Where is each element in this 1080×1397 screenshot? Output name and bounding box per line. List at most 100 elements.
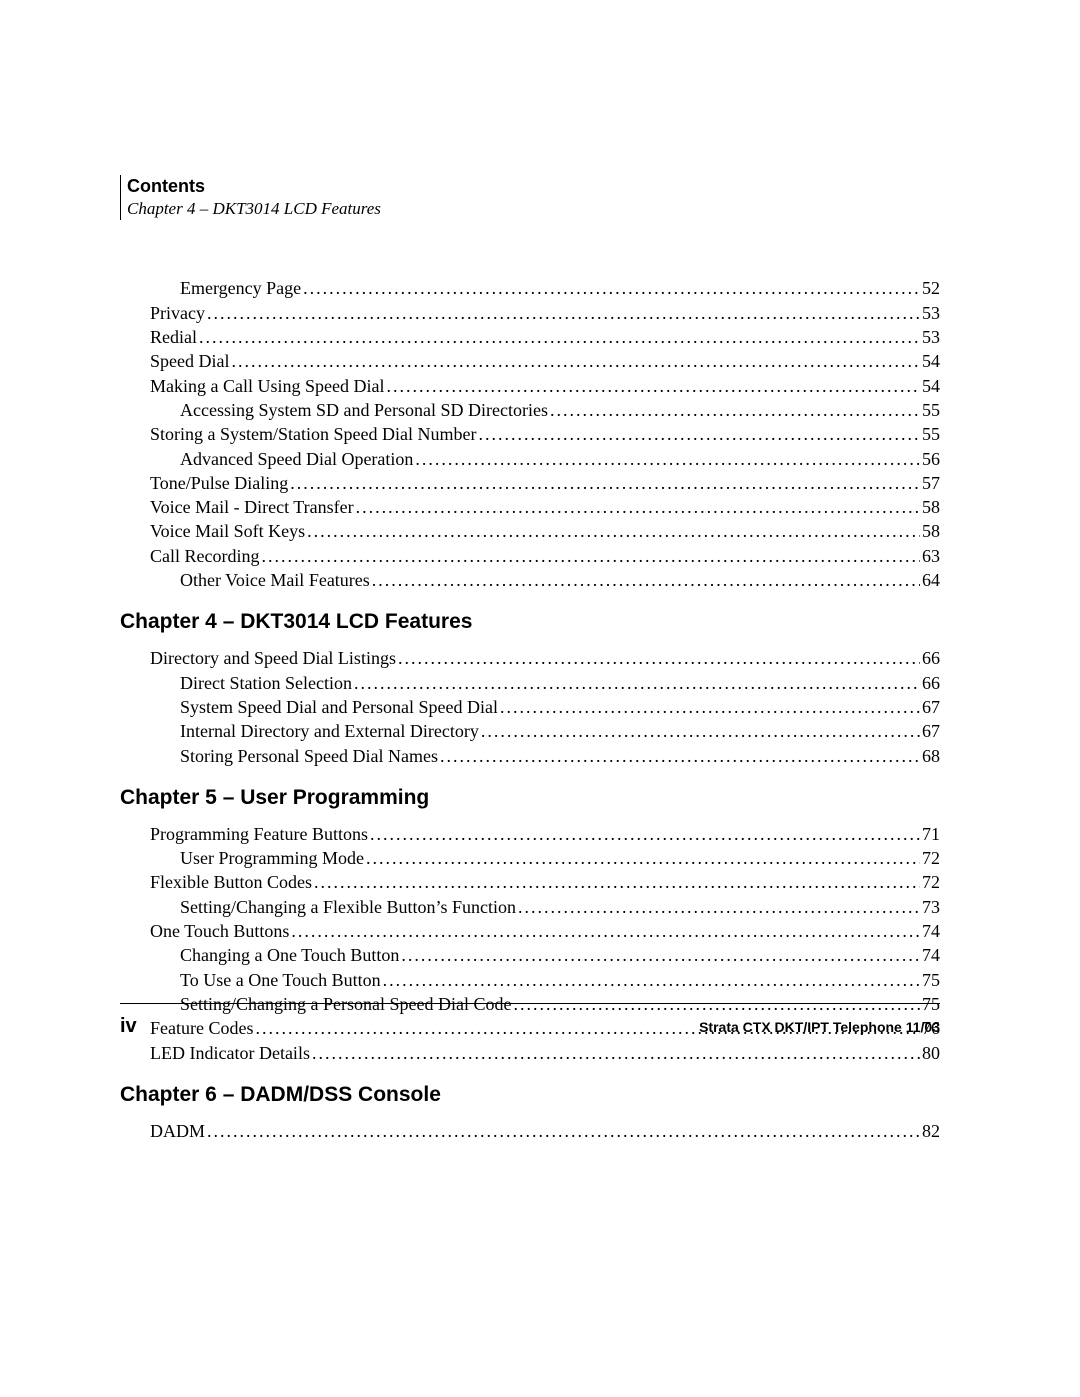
chapter-5-heading: Chapter 5 – User Programming — [120, 786, 940, 810]
toc-leader-dots — [291, 919, 920, 943]
toc-entry-page: 53 — [922, 325, 940, 349]
toc-leader-dots — [518, 895, 920, 919]
toc-entry: Setting/Changing a Flexible Button’s Fun… — [120, 895, 940, 919]
toc-entry: Emergency Page 52 — [120, 276, 940, 300]
toc-entry-page: 64 — [922, 568, 940, 592]
toc-entry-page: 52 — [922, 276, 940, 300]
toc-leader-dots — [550, 398, 920, 422]
toc-leader-dots — [415, 447, 920, 471]
toc-entry-label: Redial — [150, 325, 197, 349]
toc-entry-page: 53 — [922, 301, 940, 325]
toc-entry-page: 54 — [922, 349, 940, 373]
footer-doc-title: Strata CTX DKT/IPT Telephone 11/03 — [699, 1019, 940, 1035]
toc-entry-label: Programming Feature Buttons — [150, 822, 368, 846]
toc-entry: Direct Station Selection 66 — [120, 671, 940, 695]
toc-entry-page: 80 — [922, 1041, 940, 1065]
toc-leader-dots — [398, 646, 920, 670]
toc-entry-page: 55 — [922, 422, 940, 446]
toc-leader-dots — [370, 822, 920, 846]
toc-leader-dots — [314, 870, 920, 894]
toc-leader-dots — [354, 671, 920, 695]
toc-entry: Speed Dial 54 — [120, 349, 940, 373]
toc-entry: DADM 82 — [120, 1119, 940, 1143]
running-header: Contents Chapter 4 – DKT3014 LCD Feature… — [120, 175, 940, 220]
toc-entry-page: 67 — [922, 719, 940, 743]
toc-leader-dots — [199, 325, 920, 349]
toc-leader-dots — [290, 471, 920, 495]
toc-entry-label: Tone/Pulse Dialing — [150, 471, 288, 495]
toc-entry-page: 82 — [922, 1119, 940, 1143]
toc-entry-page: 67 — [922, 695, 940, 719]
toc-entry-label: System Speed Dial and Personal Speed Dia… — [180, 695, 498, 719]
toc-entry-page: 63 — [922, 544, 940, 568]
toc-leader-dots — [478, 422, 920, 446]
toc-entry-page: 57 — [922, 471, 940, 495]
toc-entry: Tone/Pulse Dialing 57 — [120, 471, 940, 495]
toc-entry-page: 58 — [922, 519, 940, 543]
toc-entry-label: Voice Mail Soft Keys — [150, 519, 305, 543]
toc-entry-label: Internal Directory and External Director… — [180, 719, 479, 743]
toc-leader-dots — [207, 1119, 920, 1143]
toc-entry-page: 66 — [922, 671, 940, 695]
toc-leader-dots — [312, 1041, 920, 1065]
toc-entry: Voice Mail Soft Keys 58 — [120, 519, 940, 543]
chapter-6-heading: Chapter 6 – DADM/DSS Console — [120, 1083, 940, 1107]
toc-entry-label: Setting/Changing a Personal Speed Dial C… — [180, 992, 511, 1016]
toc-leader-dots — [500, 695, 920, 719]
toc-entry-label: Directory and Speed Dial Listings — [150, 646, 396, 670]
page-number-roman: iv — [120, 1015, 137, 1038]
toc-entry-label: To Use a One Touch Button — [180, 968, 381, 992]
toc-leader-dots — [386, 374, 920, 398]
toc-entry-label: DADM — [150, 1119, 205, 1143]
toc-block-4: DADM 82 — [120, 1119, 940, 1143]
toc-entry-page: 73 — [922, 895, 940, 919]
toc-entry: Redial 53 — [120, 325, 940, 349]
toc-entry-label: Storing a System/Station Speed Dial Numb… — [150, 422, 476, 446]
toc-entry-label: Making a Call Using Speed Dial — [150, 374, 384, 398]
toc-entry: Storing a System/Station Speed Dial Numb… — [120, 422, 940, 446]
toc-leader-dots — [356, 495, 920, 519]
toc-entry: LED Indicator Details 80 — [120, 1041, 940, 1065]
toc-leader-dots — [481, 719, 920, 743]
toc-entry-label: One Touch Buttons — [150, 919, 289, 943]
toc-entry-label: User Programming Mode — [180, 846, 364, 870]
toc-entry-page: 74 — [922, 943, 940, 967]
toc-entry-page: 54 — [922, 374, 940, 398]
toc-entry-page: 56 — [922, 447, 940, 471]
toc-leader-dots — [303, 276, 920, 300]
toc-entry: Changing a One Touch Button 74 — [120, 943, 940, 967]
toc-entry-label: Call Recording — [150, 544, 259, 568]
toc-leader-dots — [207, 301, 920, 325]
toc-entry: Storing Personal Speed Dial Names 68 — [120, 744, 940, 768]
toc-entry-label: Voice Mail - Direct Transfer — [150, 495, 354, 519]
toc-entry: Internal Directory and External Director… — [120, 719, 940, 743]
toc-leader-dots — [513, 992, 920, 1016]
toc-entry-label: Accessing System SD and Personal SD Dire… — [180, 398, 548, 422]
toc-leader-dots — [231, 349, 920, 373]
toc-entry-page: 72 — [922, 870, 940, 894]
toc-entry: Other Voice Mail Features 64 — [120, 568, 940, 592]
toc-entry-page: 58 — [922, 495, 940, 519]
toc-entry-page: 71 — [922, 822, 940, 846]
toc-entry: To Use a One Touch Button 75 — [120, 968, 940, 992]
toc-entry: Setting/Changing a Personal Speed Dial C… — [120, 992, 940, 1016]
toc-entry-page: 75 — [922, 968, 940, 992]
toc-entry: Making a Call Using Speed Dial 54 — [120, 374, 940, 398]
page-footer: iv Strata CTX DKT/IPT Telephone 11/03 — [120, 1015, 940, 1038]
toc-entry: One Touch Buttons 74 — [120, 919, 940, 943]
toc-entry-label: Direct Station Selection — [180, 671, 352, 695]
toc-leader-dots — [372, 568, 920, 592]
page-content: Contents Chapter 4 – DKT3014 LCD Feature… — [120, 175, 940, 1143]
toc-leader-dots — [383, 968, 920, 992]
toc-entry: Privacy 53 — [120, 301, 940, 325]
toc-leader-dots — [366, 846, 920, 870]
toc-entry-label: Other Voice Mail Features — [180, 568, 370, 592]
toc-entry-page: 66 — [922, 646, 940, 670]
toc-entry-page: 75 — [922, 992, 940, 1016]
chapter-4-heading: Chapter 4 – DKT3014 LCD Features — [120, 610, 940, 634]
toc-entry-label: Changing a One Touch Button — [180, 943, 399, 967]
toc-entry: Flexible Button Codes 72 — [120, 870, 940, 894]
toc-leader-dots — [440, 744, 920, 768]
toc-entry-label: Speed Dial — [150, 349, 229, 373]
toc-entry-page: 68 — [922, 744, 940, 768]
